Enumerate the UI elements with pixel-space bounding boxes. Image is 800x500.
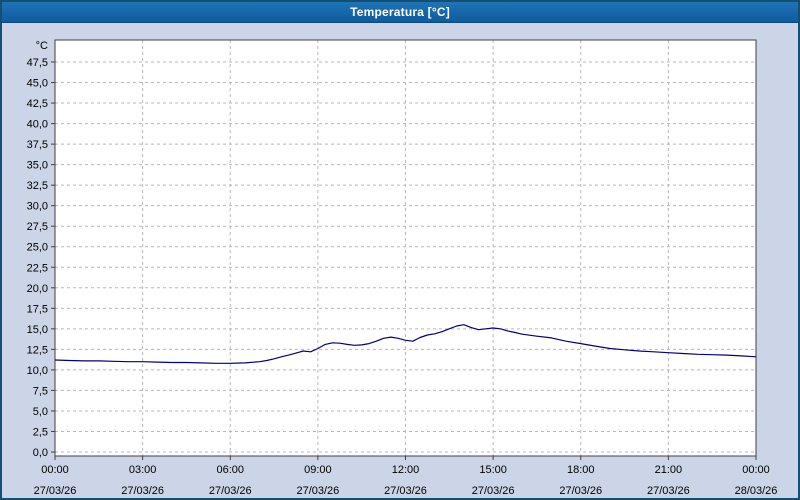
svg-text:27/03/26: 27/03/26 [121,485,164,497]
svg-text:2,5: 2,5 [33,426,48,438]
svg-text:37,5: 37,5 [27,139,48,151]
svg-text:0,0: 0,0 [33,447,48,459]
svg-text:27/03/26: 27/03/26 [209,485,252,497]
svg-text:12,5: 12,5 [27,344,48,356]
svg-text:27/03/26: 27/03/26 [559,485,602,497]
chart-title: Temperatura [°C] [350,5,450,19]
svg-text:27/03/26: 27/03/26 [384,485,427,497]
chart-title-bar: Temperatura [°C] [2,2,798,23]
svg-text:03:00: 03:00 [129,464,157,476]
svg-text:09:00: 09:00 [304,464,332,476]
svg-text:12:00: 12:00 [392,464,420,476]
svg-text:00:00: 00:00 [41,464,69,476]
svg-text:15:00: 15:00 [479,464,507,476]
svg-text:30,0: 30,0 [27,201,48,213]
svg-text:27,5: 27,5 [27,221,48,233]
svg-text:32,5: 32,5 [27,180,48,192]
svg-text:25,0: 25,0 [27,242,48,254]
svg-text:17,5: 17,5 [27,303,48,315]
svg-text:06:00: 06:00 [216,464,244,476]
svg-text:27/03/26: 27/03/26 [647,485,690,497]
svg-text:45,0: 45,0 [27,78,48,90]
svg-text:18:00: 18:00 [567,464,595,476]
svg-text:27/03/26: 27/03/26 [472,485,515,497]
svg-text:°C: °C [36,40,48,52]
svg-text:28/03/26: 28/03/26 [735,485,778,497]
svg-text:22,5: 22,5 [27,262,48,274]
svg-text:7,5: 7,5 [33,385,48,397]
svg-text:42,5: 42,5 [27,98,48,110]
svg-text:27/03/26: 27/03/26 [34,485,77,497]
svg-text:21:00: 21:00 [655,464,683,476]
svg-text:40,0: 40,0 [27,119,48,131]
svg-text:00:00: 00:00 [742,464,770,476]
svg-text:47,5: 47,5 [27,57,48,69]
svg-text:35,0: 35,0 [27,160,48,172]
svg-text:27/03/26: 27/03/26 [296,485,339,497]
svg-text:20,0: 20,0 [27,283,48,295]
svg-text:15,0: 15,0 [27,324,48,336]
svg-text:10,0: 10,0 [27,365,48,377]
svg-text:5,0: 5,0 [33,406,48,418]
